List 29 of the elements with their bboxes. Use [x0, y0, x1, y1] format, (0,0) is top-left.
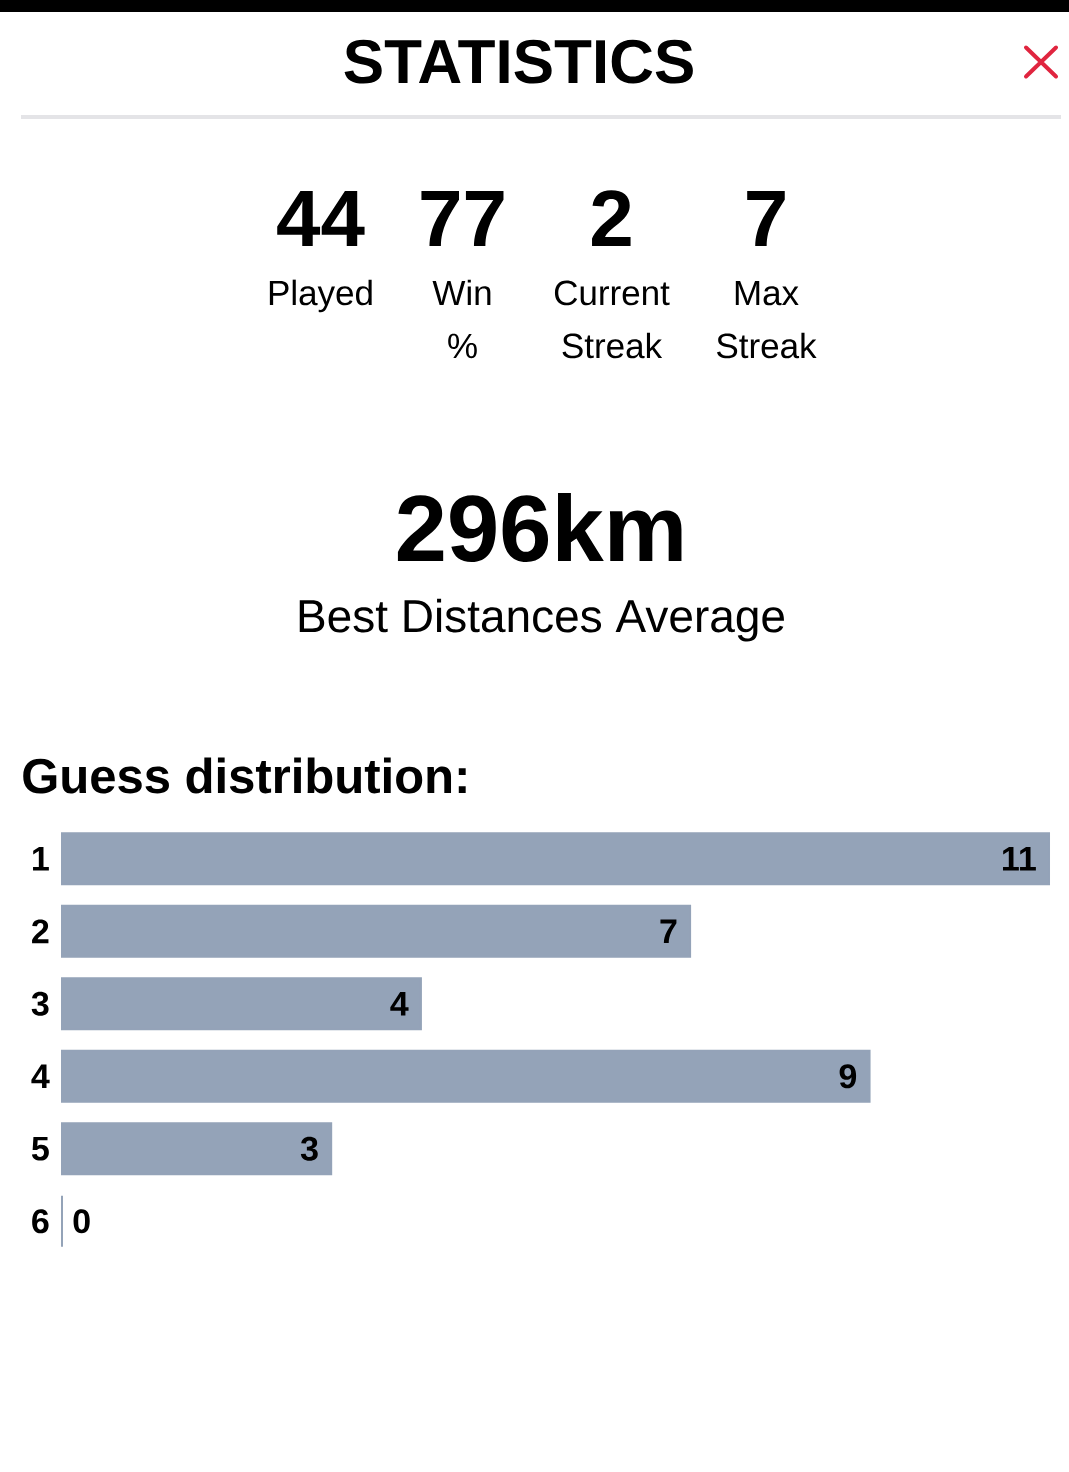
data-label: 3	[300, 1136, 318, 1161]
bar	[61, 1122, 333, 1176]
y-tick-label: 5	[31, 1136, 49, 1161]
bar	[61, 977, 422, 1031]
data-label: 11	[1003, 847, 1036, 871]
y-tick-label: 1	[33, 847, 49, 871]
bar	[61, 832, 1051, 886]
text: Played	[269, 279, 372, 313]
text: 2	[592, 190, 631, 246]
y-tick-label: 6	[32, 1209, 49, 1234]
data-label: 4	[390, 992, 409, 1016]
chart-subtitle: Guess distribution:	[23, 757, 466, 794]
bar	[61, 904, 692, 958]
bar	[61, 1049, 871, 1103]
text: 77	[421, 190, 504, 246]
chart-title: STATISTICS	[344, 39, 693, 84]
y-tick-label: 3	[31, 991, 49, 1016]
text: 296km	[397, 492, 682, 562]
text: 7	[747, 190, 785, 246]
text: Win %	[432, 279, 491, 359]
y-tick-label: 4	[31, 1064, 50, 1088]
data-label: 0	[73, 1209, 90, 1234]
data-label: 9	[839, 1064, 857, 1089]
y-tick-label: 2	[32, 919, 49, 944]
text: Best Distances Average	[299, 598, 784, 642]
data-label: 7	[660, 919, 677, 943]
text: 44	[277, 190, 365, 246]
text: Max Streak	[717, 280, 817, 359]
text: Current Streak	[554, 280, 670, 359]
